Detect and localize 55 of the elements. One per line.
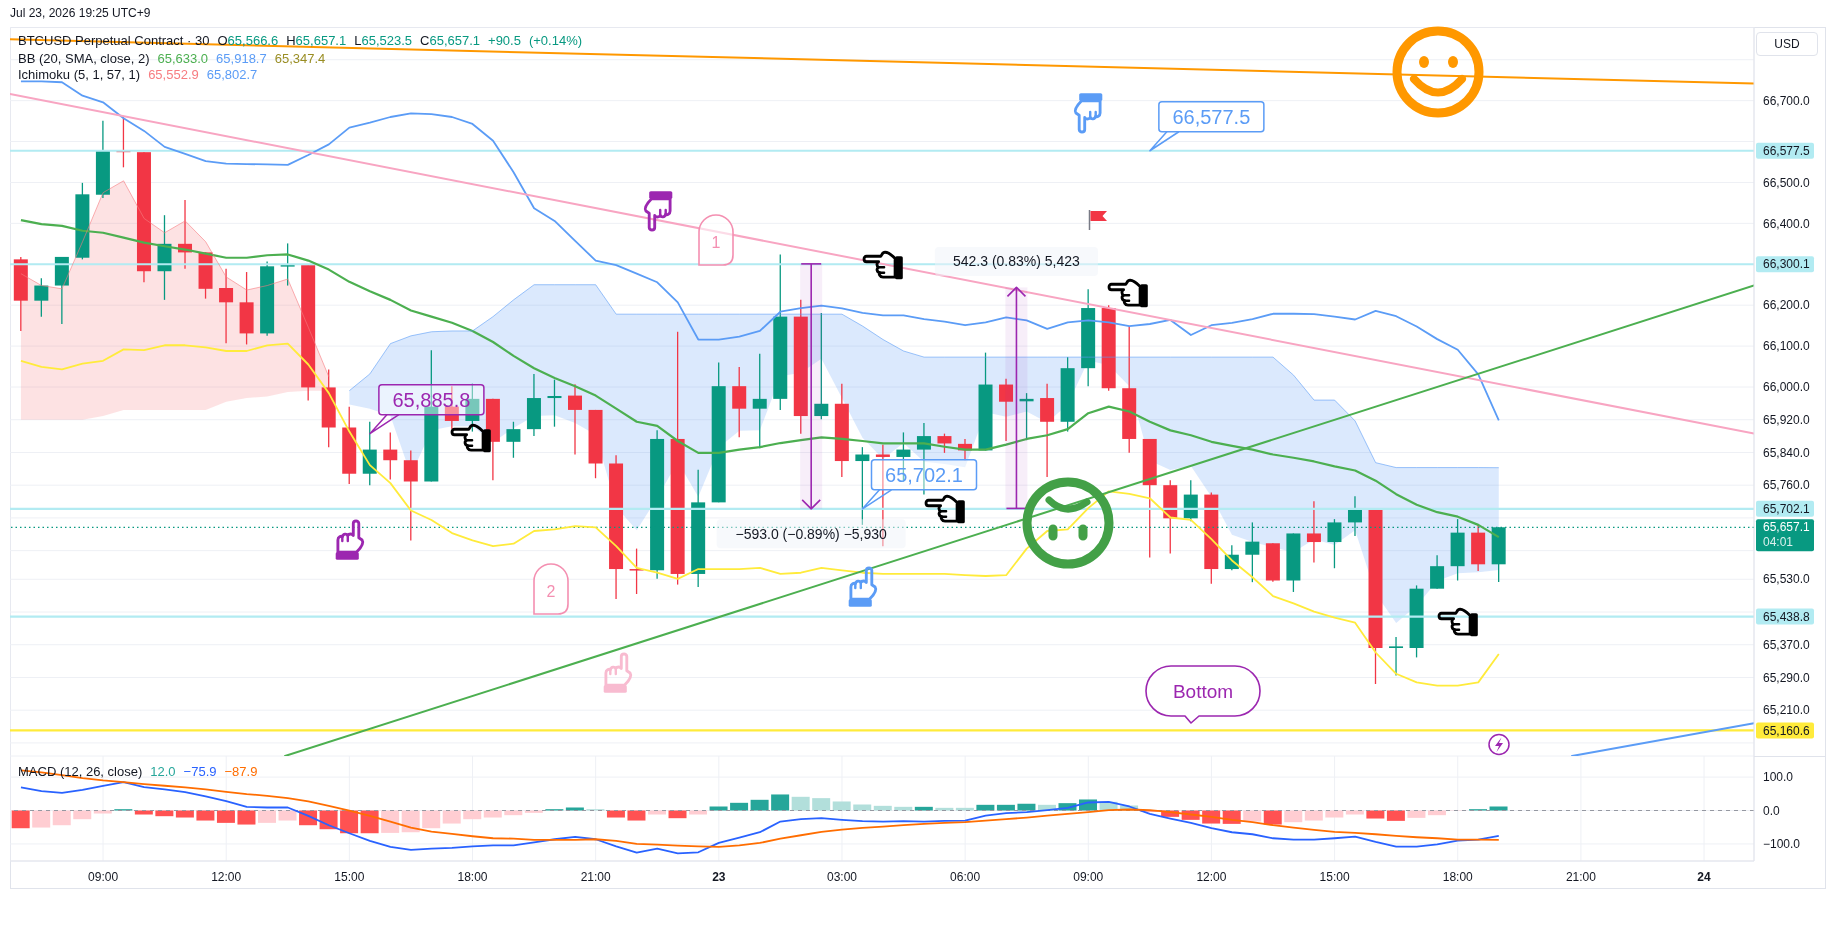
- annotation: BB (20, SMA, close, 2): [18, 51, 150, 66]
- annotation: 65,552.9: [148, 67, 199, 82]
- y-tick-label: −100.0: [1763, 837, 1801, 852]
- x-tick-label: 12:00: [211, 869, 242, 884]
- ref-line-label: 65,438.8: [1763, 609, 1811, 624]
- x-tick-label: 09:00: [1073, 869, 1104, 884]
- x-tick-label: 18:00: [457, 869, 488, 884]
- annotation: 65,802.7: [206, 67, 258, 82]
- y-tick-label: 65,530.0: [1763, 572, 1811, 587]
- annotation: −75.9: [183, 764, 217, 779]
- x-tick-label: 06:00: [950, 869, 981, 884]
- y-tick-label: 100.0: [1763, 770, 1794, 785]
- y-tick-label: 66,500.0: [1763, 175, 1811, 190]
- ref-line-label: 65,160.6: [1763, 723, 1811, 738]
- annotation: Ichimoku (5, 1, 57, 1): [18, 67, 141, 82]
- x-tick-label: 03:00: [826, 869, 858, 884]
- annotation: −593.0 (−0.89%) −5,930: [735, 525, 888, 542]
- y-tick-label: 0.0: [1763, 803, 1781, 818]
- x-tick-label: 21:00: [1565, 869, 1597, 884]
- y-tick-label: 65,370.0: [1763, 637, 1811, 652]
- annotation: 1: [711, 233, 721, 251]
- y-tick-label: 66,100.0: [1763, 339, 1811, 354]
- y-tick-label: 66,000.0: [1763, 380, 1811, 395]
- x-tick-label: 23: [712, 869, 726, 884]
- y-axis-title: USD: [1774, 37, 1800, 51]
- x-tick-label: 18:00: [1442, 869, 1474, 884]
- x-tick-label: 24: [1697, 869, 1712, 884]
- ref-line-label: 65,702.1: [1763, 502, 1811, 517]
- y-tick-label: 65,210.0: [1763, 703, 1811, 718]
- x-tick-label: 09:00: [88, 869, 119, 884]
- x-tick-label: 15:00: [334, 869, 365, 884]
- ref-line-label: 66,577.5: [1763, 143, 1811, 158]
- y-tick-label: 65,840.0: [1763, 445, 1811, 460]
- x-tick-label: 12:00: [1196, 869, 1227, 884]
- annotation: 2: [546, 582, 556, 600]
- annotation: 542.3 (0.83%) 5,423: [953, 253, 1081, 270]
- ref-line-label: 66,300.1: [1763, 257, 1811, 272]
- text: Jul 23, 2026 19:25 UTC+9: [10, 6, 151, 20]
- ref-line-label: 65,657.1: [1763, 520, 1811, 535]
- annotation: −87.9: [224, 764, 258, 779]
- annotation: 12.0: [150, 764, 176, 779]
- annotation: 66,577.5: [1172, 105, 1251, 128]
- y-tick-label: 65,920.0: [1763, 412, 1811, 427]
- y-tick-label: 66,400.0: [1763, 216, 1811, 231]
- annotation: Bottom: [1172, 680, 1234, 702]
- y-tick-label: 66,700.0: [1763, 93, 1811, 108]
- y-tick-label: 65,290.0: [1763, 670, 1811, 685]
- y-tick-label: 65,760.0: [1763, 478, 1811, 493]
- annotation: 65,347.4: [274, 51, 326, 66]
- text: 04:01: [1763, 535, 1794, 550]
- annotation: 65,918.7: [216, 51, 267, 66]
- annotation: 65,633.0: [157, 51, 209, 66]
- x-tick-label: 15:00: [1319, 869, 1350, 884]
- y-tick-label: 66,200.0: [1763, 298, 1811, 313]
- x-tick-label: 21:00: [580, 869, 612, 884]
